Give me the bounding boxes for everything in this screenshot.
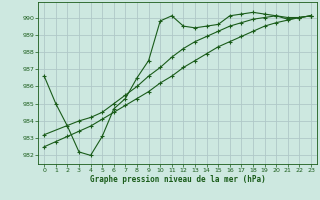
X-axis label: Graphe pression niveau de la mer (hPa): Graphe pression niveau de la mer (hPa) — [90, 175, 266, 184]
